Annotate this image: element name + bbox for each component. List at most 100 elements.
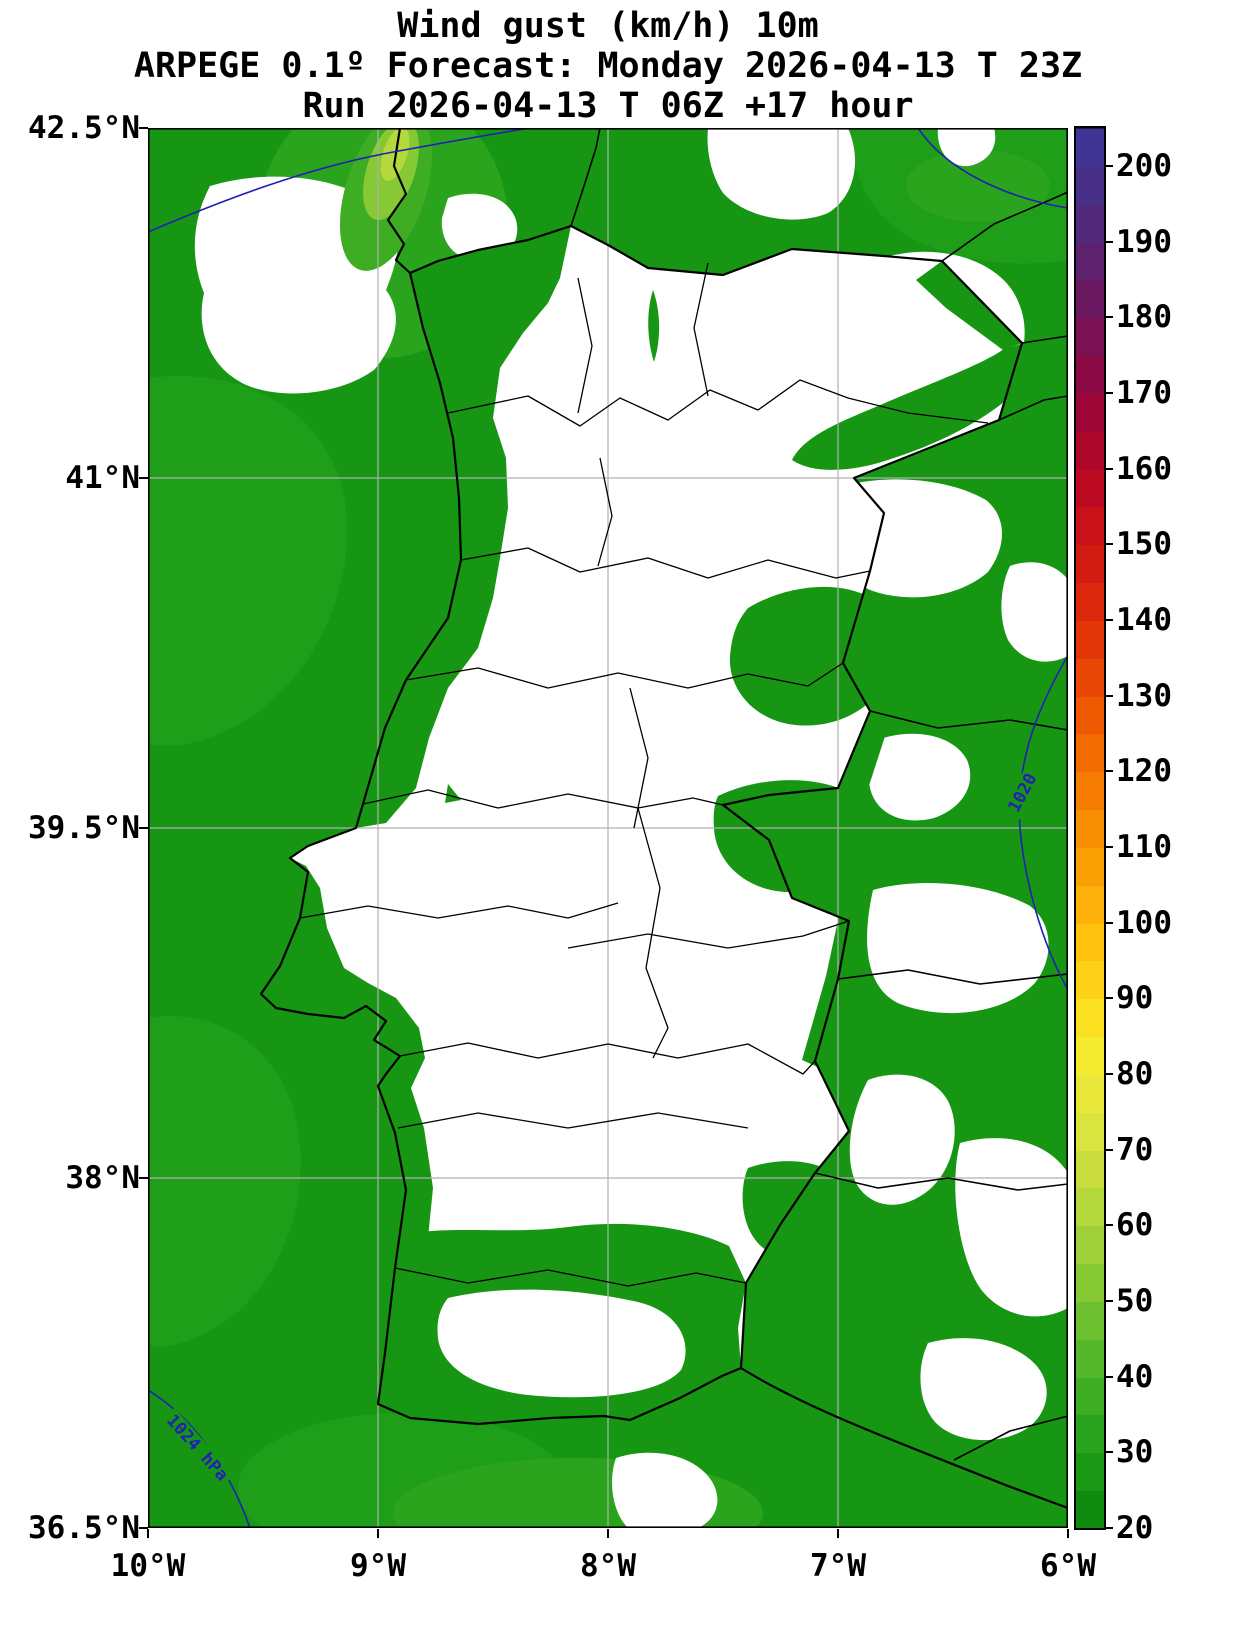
colorbar-tick-mark	[1104, 770, 1113, 773]
colorbar-tick-mark	[1104, 618, 1113, 621]
colorbar-tick-label: 160	[1116, 450, 1172, 487]
colorbar-segment	[1076, 468, 1104, 508]
lat-tick-mark	[139, 1527, 148, 1529]
colorbar-tick-mark	[1104, 845, 1113, 848]
colorbar-tick-mark	[1104, 316, 1113, 319]
colorbar-tick-label: 140	[1116, 601, 1172, 638]
colorbar-segment	[1076, 1338, 1104, 1378]
lat-tick-label: 41°N	[65, 460, 140, 496]
run-subtitle: Run 2026-04-13 T 06Z +17 hour	[302, 86, 914, 126]
cadiz-coastline	[740, 1367, 1068, 1510]
algarve-below-threshold-area	[437, 1289, 686, 1398]
region-borders	[570, 128, 1068, 1461]
isobar-label-mask	[159, 1407, 235, 1489]
colorbar-segment	[1076, 846, 1104, 886]
title-block: Wind gust (km/h) 10m ARPEGE 0.1º Forecas…	[0, 6, 1216, 126]
colorbar-segment	[1076, 922, 1104, 962]
colorbar-segment	[1076, 619, 1104, 659]
colorbar-segment	[1076, 203, 1104, 243]
spain-below-threshold-areas	[441, 128, 1068, 1441]
lat-tick-mark	[139, 127, 148, 129]
colorbar-tick-mark	[1104, 1451, 1113, 1454]
colorbar-segment	[1076, 1452, 1104, 1492]
lon-tick-label: 10°W	[110, 1548, 186, 1584]
colorbar-tick-label: 170	[1116, 374, 1172, 411]
colorbar-segment	[1076, 1225, 1104, 1265]
galicia-coastline	[386, 128, 411, 274]
isobar-line-northeast	[917, 128, 1068, 209]
district-borders	[299, 262, 989, 1287]
lat-tick-mark	[139, 477, 148, 479]
colorbar	[1076, 128, 1104, 1529]
colorbar-segment	[1076, 1414, 1104, 1454]
lat-tick-label: 36.5°N	[28, 1510, 140, 1546]
colorbar-tick-mark	[1104, 543, 1113, 546]
colorbar-tick-label: 70	[1116, 1131, 1154, 1168]
colorbar-segment	[1076, 809, 1104, 848]
colorbar-tick-label: 150	[1116, 526, 1172, 563]
colorbar-segment	[1076, 241, 1104, 281]
lat-tick-label: 42.5°N	[28, 110, 140, 146]
colorbar-tick-label: 20	[1116, 1510, 1154, 1546]
forecast-subtitle: ARPEGE 0.1º Forecast: Monday 2026-04-13 …	[133, 46, 1083, 86]
isobar-line-northwest	[148, 128, 531, 233]
colorbar-segment	[1076, 279, 1104, 319]
colorbar-segment	[1076, 998, 1104, 1038]
map-frame	[148, 128, 1068, 1528]
colorbar-tick-label: 200	[1116, 147, 1172, 184]
portugal-below-threshold-area	[261, 226, 1022, 1424]
colorbar-segment	[1076, 1149, 1104, 1189]
colorbar-tick-mark	[1104, 1148, 1113, 1151]
colorbar-segment	[1076, 392, 1104, 432]
lon-tick-mark	[1067, 1529, 1069, 1538]
colorbar-segment	[1076, 1300, 1104, 1340]
page-title: Wind gust (km/h) 10m	[397, 6, 819, 46]
colorbar-segment	[1076, 1376, 1104, 1416]
isobar-label-mask	[1002, 766, 1044, 820]
colorbar-tick-label: 40	[1116, 1358, 1154, 1395]
colorbar-segment	[1076, 355, 1104, 394]
colorbar-segment	[1076, 1263, 1104, 1302]
colorbar-segment	[1076, 430, 1104, 470]
colorbar-tick-mark	[1104, 467, 1113, 470]
colorbar-segment	[1076, 1036, 1104, 1075]
colorbar-segment	[1076, 884, 1104, 924]
colorbar-tick-label: 60	[1116, 1207, 1154, 1244]
lon-tick-mark	[147, 1529, 149, 1538]
colorbar-tick-mark	[1104, 997, 1113, 1000]
colorbar-tick-label: 80	[1116, 1055, 1154, 1092]
gridlines	[148, 128, 1068, 1528]
colorbar-segment	[1076, 1073, 1104, 1113]
colorbar-segment	[1076, 771, 1104, 811]
colorbar-tick-label: 90	[1116, 980, 1154, 1017]
colorbar-tick-mark	[1104, 1299, 1113, 1302]
colorbar-segment	[1076, 1490, 1104, 1529]
colorbar-tick-mark	[1104, 164, 1113, 167]
colorbar-tick-label: 190	[1116, 223, 1172, 260]
colorbar-tick-mark	[1104, 240, 1113, 243]
colorbar-segment	[1076, 165, 1104, 205]
colorbar-tick-label: 120	[1116, 753, 1172, 790]
lon-tick-mark	[377, 1529, 379, 1538]
colorbar-tick-label: 130	[1116, 677, 1172, 714]
colorbar-tick-label: 110	[1116, 828, 1172, 865]
colorbar-segment	[1076, 657, 1104, 697]
colorbar-tick-mark	[1104, 1527, 1113, 1529]
colorbar-segment	[1076, 544, 1104, 584]
lon-tick-label: 6°W	[1040, 1548, 1096, 1584]
colorbar-tick-mark	[1104, 391, 1113, 394]
lon-tick-mark	[837, 1529, 839, 1538]
colorbar-tick-mark	[1104, 1375, 1113, 1378]
colorbar-segment	[1076, 1187, 1104, 1227]
colorbar-segment	[1076, 695, 1104, 735]
colorbar-segment	[1076, 582, 1104, 621]
lat-tick-label: 38°N	[65, 1160, 140, 1196]
portugal-outline	[259, 224, 1024, 1426]
colorbar-tick-mark	[1104, 921, 1113, 924]
lon-tick-label: 9°W	[350, 1548, 406, 1584]
colorbar-tick-label: 50	[1116, 1282, 1154, 1319]
colorbar-segment	[1076, 506, 1104, 546]
lat-tick-mark	[139, 827, 148, 829]
country-borders	[259, 128, 1068, 1510]
